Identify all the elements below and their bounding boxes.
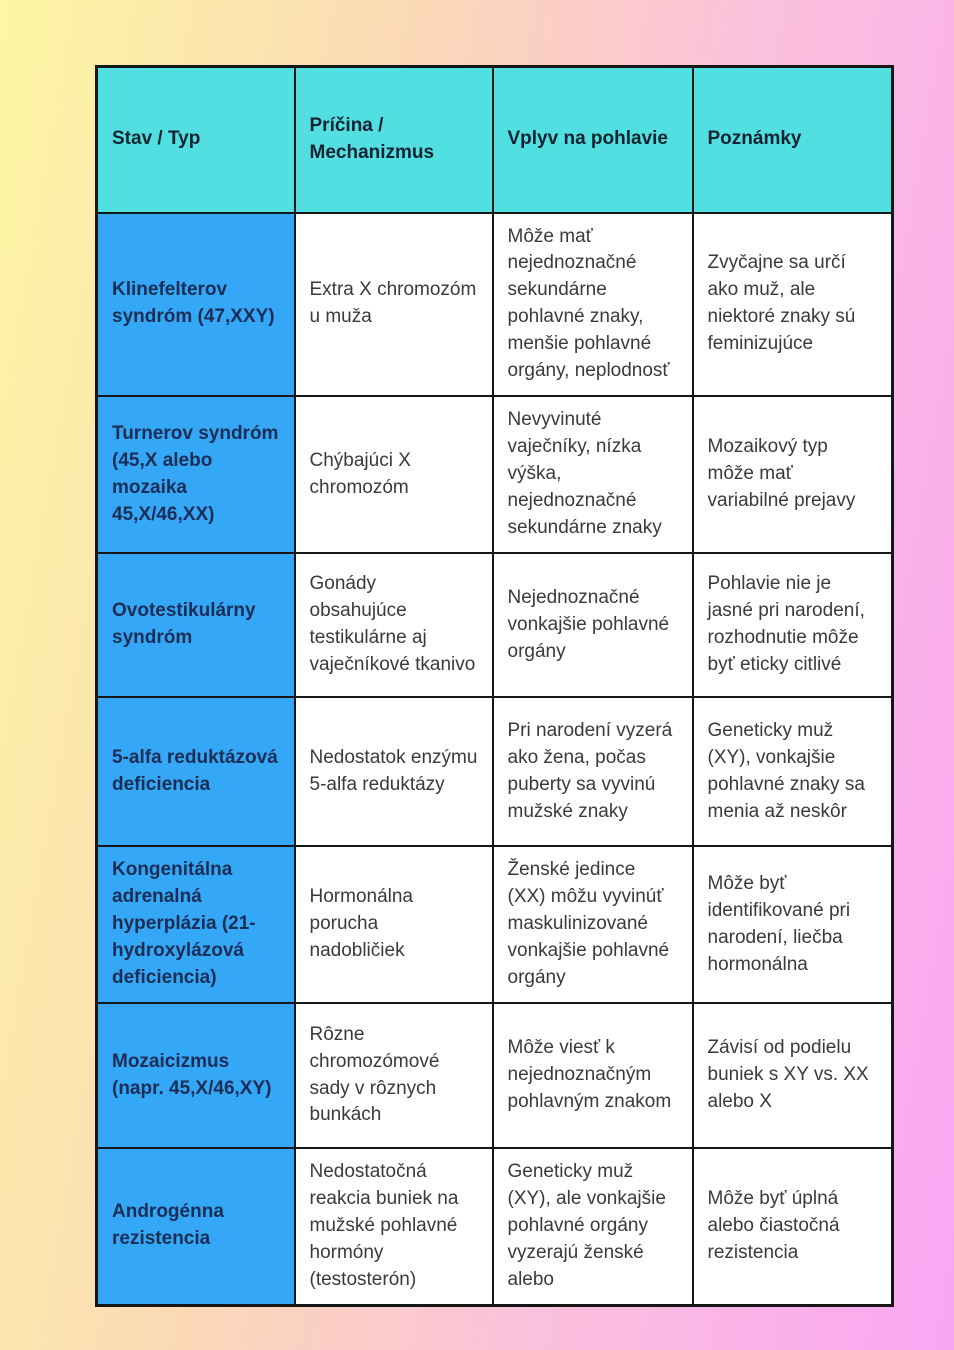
cell-stav: Mozaicizmus (napr. 45,X/46,XY) bbox=[95, 1002, 296, 1149]
cell-poznamky: Mozaikový typ môže mať variabilné prejav… bbox=[691, 395, 894, 555]
cell-stav: Turnerov syndróm (45,X alebo mozaika 45,… bbox=[95, 395, 296, 555]
table-row: Mozaicizmus (napr. 45,X/46,XY) Rôzne chr… bbox=[95, 1002, 894, 1149]
cell-vplyv: Nejednoznačné vonkajšie pohlavné orgány bbox=[491, 552, 694, 699]
cell-vplyv: Pri narodení vyzerá ako žena, počas pube… bbox=[491, 696, 694, 848]
cell-stav: Kongenitálna adrenalná hyperplázia (21-h… bbox=[95, 845, 296, 1004]
column-header-poznamky: Poznámky bbox=[691, 65, 894, 214]
conditions-table-container: Stav / Typ Príčina / Mechanizmus Vplyv n… bbox=[95, 65, 894, 1307]
conditions-table: Stav / Typ Príčina / Mechanizmus Vplyv n… bbox=[95, 65, 894, 1307]
cell-pricina: Nedostatočná reakcia buniek na mužské po… bbox=[293, 1146, 494, 1307]
cell-vplyv: Ženské jedince (XX) môžu vyvinúť maskuli… bbox=[491, 845, 694, 1004]
cell-vplyv: Môže mať nejednoznačné sekundárne pohlav… bbox=[491, 211, 694, 398]
cell-poznamky: Geneticky muž (XY), vonkajšie pohlavné z… bbox=[691, 696, 894, 848]
cell-pricina: Chýbajúci X chromozóm bbox=[293, 395, 494, 555]
cell-vplyv: Môže viesť k nejednoznačným pohlavným zn… bbox=[491, 1002, 694, 1149]
table-row: Klinefelterov syndróm (47,XXY) Extra X c… bbox=[95, 211, 894, 398]
cell-stav: Klinefelterov syndróm (47,XXY) bbox=[95, 211, 296, 398]
table-row: Ovotestikulárny syndróm Gonády obsahujúc… bbox=[95, 552, 894, 699]
cell-pricina: Rôzne chromozómové sady v rôznych bunkác… bbox=[293, 1002, 494, 1149]
cell-poznamky: Závisí od podielu buniek s XY vs. XX ale… bbox=[691, 1002, 894, 1149]
column-header-pricina-mechanizmus: Príčina / Mechanizmus bbox=[293, 65, 494, 214]
cell-poznamky: Pohlavie nie je jasné pri narodení, rozh… bbox=[691, 552, 894, 699]
cell-poznamky: Môže byť identifikované pri narodení, li… bbox=[691, 845, 894, 1004]
table-row: Kongenitálna adrenalná hyperplázia (21-h… bbox=[95, 845, 894, 1004]
cell-pricina: Hormonálna porucha nadobličiek bbox=[293, 845, 494, 1004]
column-header-stav-typ: Stav / Typ bbox=[95, 65, 296, 214]
cell-poznamky: Môže byť úplná alebo čiastočná rezistenc… bbox=[691, 1146, 894, 1307]
table-row: 5-alfa reduktázová deficiencia Nedostato… bbox=[95, 696, 894, 848]
cell-vplyv: Geneticky muž (XY), ale vonkajšie pohlav… bbox=[491, 1146, 694, 1307]
cell-stav: 5-alfa reduktázová deficiencia bbox=[95, 696, 296, 848]
cell-stav: Ovotestikulárny syndróm bbox=[95, 552, 296, 699]
cell-vplyv: Nevyvinuté vaječníky, nízka výška, nejed… bbox=[491, 395, 694, 555]
cell-stav: Androgénna rezistencia bbox=[95, 1146, 296, 1307]
cell-pricina: Nedostatok enzýmu 5-alfa reduktázy bbox=[293, 696, 494, 848]
cell-poznamky: Zvyčajne sa určí ako muž, ale niektoré z… bbox=[691, 211, 894, 398]
table-row: Androgénna rezistencia Nedostatočná reak… bbox=[95, 1146, 894, 1307]
table-header-row: Stav / Typ Príčina / Mechanizmus Vplyv n… bbox=[95, 65, 894, 214]
cell-pricina: Extra X chromozóm u muža bbox=[293, 211, 494, 398]
table-row: Turnerov syndróm (45,X alebo mozaika 45,… bbox=[95, 395, 894, 555]
cell-pricina: Gonády obsahujúce testikulárne aj vaječn… bbox=[293, 552, 494, 699]
column-header-vplyv-na-pohlavie: Vplyv na pohlavie bbox=[491, 65, 694, 214]
